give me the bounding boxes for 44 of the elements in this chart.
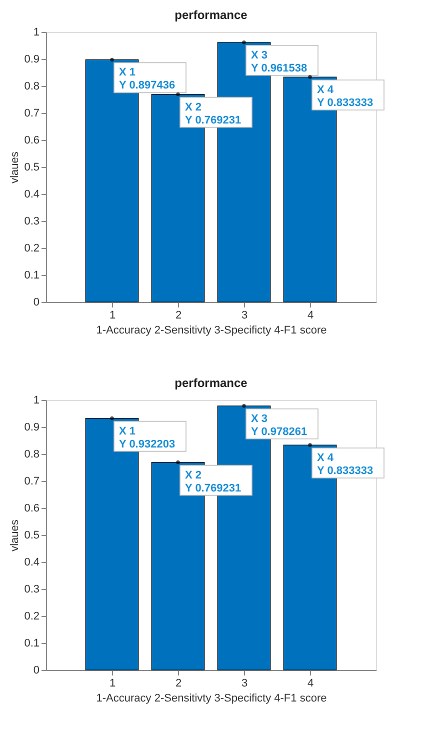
y-tick-label: 0.2	[24, 242, 40, 254]
x-tick-label: 4	[307, 310, 314, 322]
y-tick-label: 0.5	[24, 530, 40, 542]
y-tick-label: 0.9	[24, 54, 40, 66]
y-tick-label: 1	[33, 26, 40, 38]
y-tick-label: 0.7	[24, 476, 40, 488]
x-axis-title: 1-Accuracy 2-Sensitivty 3-Specificty 4-F1 score	[96, 692, 327, 704]
y-tick-label: 0.9	[24, 422, 40, 434]
y-tick-label: 0.1	[24, 270, 40, 282]
y-tick-label: 0	[33, 664, 40, 676]
y-tick-label: 0.3	[24, 584, 40, 596]
y-tick-label: 1	[33, 394, 40, 406]
y-axis-title: vlaues	[9, 519, 22, 552]
y-tick-label: 0.1	[24, 638, 40, 650]
y-tick-label: 0.4	[24, 188, 40, 200]
annotation: X 3 Y 0.978261	[251, 412, 308, 438]
annotation: X 1 Y 0.932203	[119, 425, 176, 450]
chart-title: performance	[174, 8, 248, 22]
x-tick-label: 4	[307, 678, 314, 690]
y-axis-title: vlaues	[9, 151, 22, 184]
y-tick-label: 0.7	[24, 108, 40, 120]
annotation: X 1 Y 0.897436	[119, 66, 176, 92]
annotation: X 2 Y 0.769231	[185, 101, 242, 126]
x-axis-title: 1-Accuracy 2-Sensitivty 3-Specificty 4-F1 score	[96, 324, 327, 336]
y-tick-label: 0.8	[24, 448, 40, 460]
x-tick-label: 2	[175, 678, 182, 690]
annotation: X 4 Y 0.833333	[317, 452, 374, 477]
chart-title: performance	[174, 376, 248, 390]
annotation: X 3 Y 0.961538	[251, 49, 308, 74]
y-tick-label: 0	[33, 296, 40, 308]
x-tick-label: 2	[175, 310, 182, 322]
y-tick-label: 0.3	[24, 216, 40, 228]
y-tick-label: 0.5	[24, 162, 40, 174]
annotation: X 4 Y 0.833333	[317, 84, 374, 109]
annotation: X 2 Y 0.769231	[185, 469, 242, 494]
x-tick-label: 1	[109, 678, 116, 690]
x-tick-label: 3	[241, 678, 248, 690]
y-tick-label: 0.6	[24, 134, 40, 146]
y-tick-label: 0.2	[24, 610, 40, 622]
y-tick-label: 0.8	[24, 80, 40, 92]
x-tick-label: 3	[241, 310, 248, 322]
y-tick-label: 0.6	[24, 502, 40, 514]
x-tick-label: 1	[109, 310, 116, 322]
y-tick-label: 0.4	[24, 556, 40, 568]
